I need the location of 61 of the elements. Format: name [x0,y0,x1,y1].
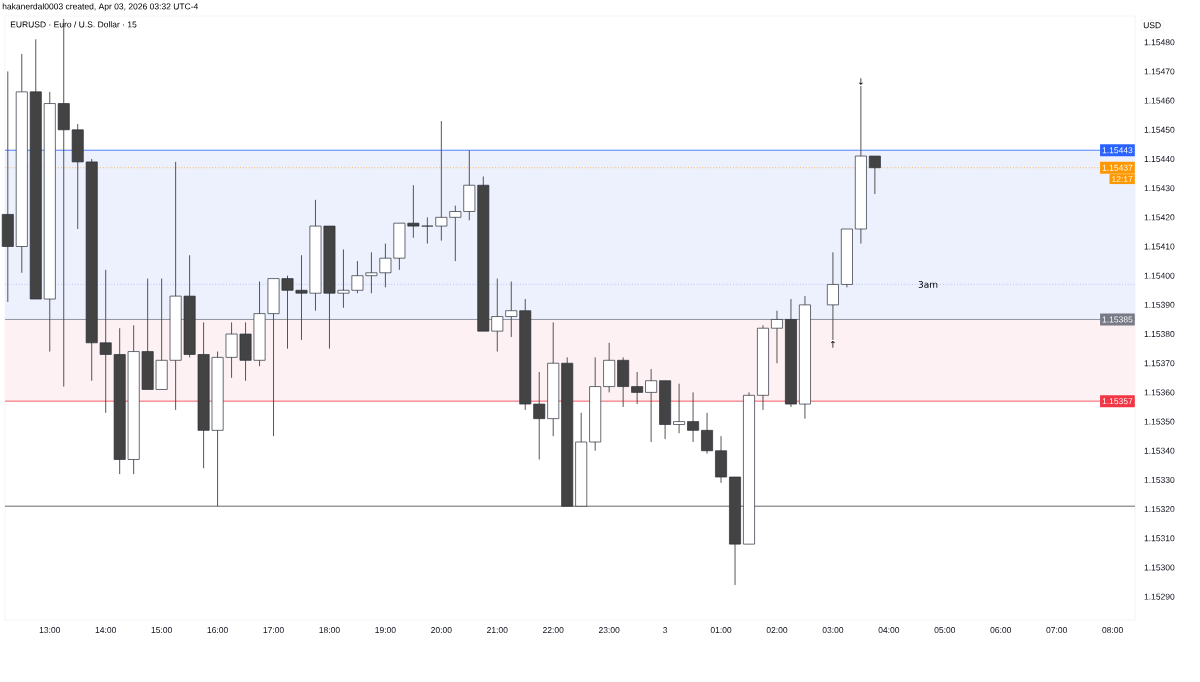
y-tick-label: 1.15470 [1144,68,1175,75]
y-tick-label: 1.15300 [1144,564,1175,571]
y-tick-label: 1.15380 [1144,331,1175,338]
candlestick [645,368,658,443]
y-tick-label: 1.15420 [1144,214,1175,221]
candlestick [701,412,713,455]
y-tick-label: 1.15320 [1144,506,1175,513]
ref-line-label: 1.15437 [1102,164,1133,171]
x-tick-label: 15:00 [151,627,172,634]
y-tick-label: 1.15450 [1144,126,1175,133]
x-tick-label: 04:00 [878,627,900,634]
annotation: 3am [918,281,938,288]
y-tick-label: 1.15340 [1144,447,1175,454]
candlestick [421,216,434,245]
y-tick-label: 1.15460 [1144,97,1175,104]
x-tick-label: 03:00 [822,627,844,634]
annotation: ↓ [858,78,863,85]
x-tick-label: 22:00 [543,627,564,634]
x-tick-label: 06:00 [990,627,1012,634]
x-tick-label: 02:00 [766,627,788,634]
ref-line-label: 1.15357 [1102,398,1133,405]
y-tick-label: 1.15480 [1144,39,1175,46]
x-tick-label: 16:00 [207,627,228,634]
candlestick [771,310,783,364]
y-tick-label: 1.15310 [1144,535,1175,542]
y-tick-label: 1.15440 [1144,155,1175,162]
y-tick-label: 1.15390 [1144,301,1175,308]
ref-line-label: 1.15443 [1102,147,1133,154]
y-tick-label: 1.15330 [1144,476,1175,483]
y-tick-label: 1.15350 [1144,418,1175,425]
x-tick-label: 07:00 [1046,627,1067,634]
y-tick-label: 1.15370 [1144,360,1175,367]
x-tick-label: 20:00 [431,627,452,634]
candlestick [673,383,686,434]
x-tick-label: 01:00 [710,627,732,634]
y-tick-label: 1.15360 [1144,389,1175,396]
annotation: ↑ [830,341,835,348]
text: hakanerdal0003 created, Apr 03, 2026 03:32 UTC-4 [2,3,199,12]
x-tick-label: 13:00 [39,627,61,634]
candlestick [868,155,881,195]
annotation: 12:17 [1112,176,1133,183]
x-tick-label: 3 [663,627,668,634]
x-tick-label: 05:00 [934,627,956,634]
chart-title: EURUSD · Euro / U.S. Dollar · 15 [10,21,137,28]
candlestick [533,371,546,460]
x-tick-label: 18:00 [319,627,340,634]
y-tick-label: 1.15400 [1144,272,1175,279]
candlestick [631,371,644,405]
y-axis-title: USD [1143,22,1161,29]
x-tick-label: 17:00 [263,627,284,634]
x-tick-label: 14:00 [95,627,116,634]
y-tick-label: 1.15430 [1144,185,1175,192]
x-tick-label: 19:00 [375,627,396,634]
ref-line-label: 1.15385 [1102,316,1133,323]
y-tick-label: 1.15290 [1144,593,1175,600]
candlestick [826,251,839,341]
candlestick [687,391,700,443]
x-tick-label: 08:00 [1102,627,1123,634]
y-tick-label: 1.15410 [1144,243,1175,250]
x-tick-label: 21:00 [487,627,508,634]
x-tick-label: 23:00 [598,627,620,634]
